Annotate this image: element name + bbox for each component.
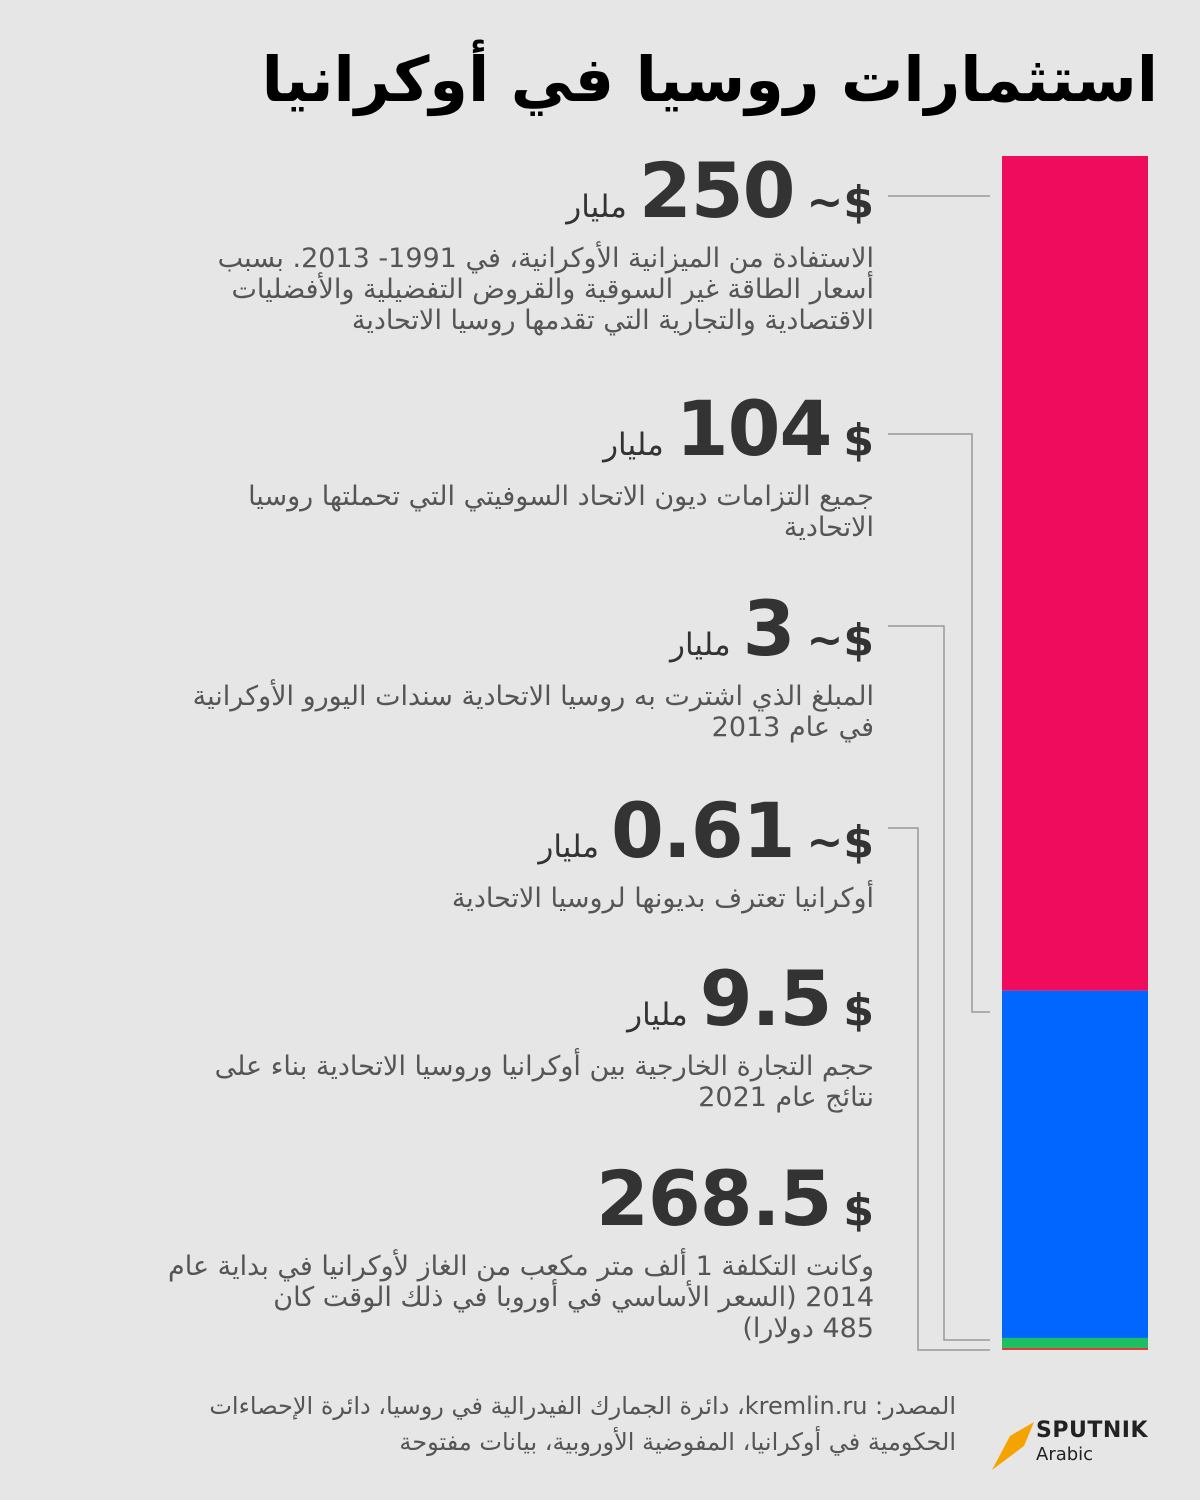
item-description: وكانت التكلفة 1 ألف متر مكعب من الغاز لأ…	[168, 1251, 874, 1344]
item-prefix: $	[843, 415, 874, 466]
item-prefix: ~$	[806, 817, 874, 868]
item-value: 104	[675, 384, 833, 473]
item-unit: مليار	[538, 829, 599, 865]
bar-segment-2	[1002, 1337, 1148, 1348]
connector-line-1	[888, 433, 990, 1013]
item-4: $ 9.5 مليار حجم التجارة الخارجية بين أوك…	[54, 954, 874, 1113]
item-unit: مليار	[669, 627, 731, 663]
item-unit: مليار	[603, 427, 664, 463]
item-value: 268.5	[595, 1154, 832, 1243]
connector-line-3	[888, 827, 990, 1351]
item-description: حجم التجارة الخارجية بين أوكرانيا وروسيا…	[214, 1051, 874, 1113]
item-description: المبلغ الذي اشترت به روسيا الاتحادية سند…	[192, 681, 874, 743]
item-2: ~$ 3 مليار المبلغ الذي اشترت به روسيا ال…	[54, 584, 874, 743]
connector-line-2	[888, 625, 990, 1341]
item-prefix: $	[843, 985, 874, 1036]
item-unit: مليار	[566, 189, 627, 225]
sputnik-logo: SPUTNIK Arabic	[988, 1414, 1168, 1474]
bar-segment-1	[1002, 990, 1148, 1338]
bar-segment-3	[1002, 1347, 1148, 1350]
item-5: $ 268.5 وكانت التكلفة 1 ألف متر مكعب من …	[54, 1154, 874, 1344]
logo-name: SPUTNIK	[1036, 1418, 1148, 1443]
item-description: الاستفادة من الميزانية الأوكرانية، في 19…	[217, 243, 874, 336]
logo-subtitle: Arabic	[1036, 1444, 1094, 1465]
item-0: ~$ 250 مليار الاستفادة من الميزانية الأو…	[54, 146, 874, 336]
item-value: 3	[742, 584, 796, 673]
item-prefix: $	[843, 1185, 874, 1236]
item-prefix: ~$	[806, 615, 874, 666]
item-prefix: ~$	[806, 177, 874, 228]
bar-segment-0	[1002, 156, 1148, 991]
item-value: 250	[638, 146, 796, 235]
item-value: 9.5	[699, 954, 833, 1043]
sputnik-logo-icon	[992, 1422, 1034, 1470]
page-title: استثمارات روسيا في أوكرانيا	[261, 43, 1158, 116]
item-1: $ 104 مليار جميع التزامات ديون الاتحاد ا…	[54, 384, 874, 543]
item-description: أوكرانيا تعترف بديونها لروسيا الاتحادية	[451, 883, 874, 914]
item-unit: مليار	[627, 997, 688, 1033]
item-value: 0.61	[611, 786, 796, 875]
item-description: جميع التزامات ديون الاتحاد السوفيتي التي…	[248, 481, 874, 543]
source-note: المصدر: kremlin.ru، دائرة الجمارك الفيدر…	[209, 1392, 956, 1456]
item-3: ~$ 0.61 مليار أوكرانيا تعترف بديونها لرو…	[54, 786, 874, 914]
